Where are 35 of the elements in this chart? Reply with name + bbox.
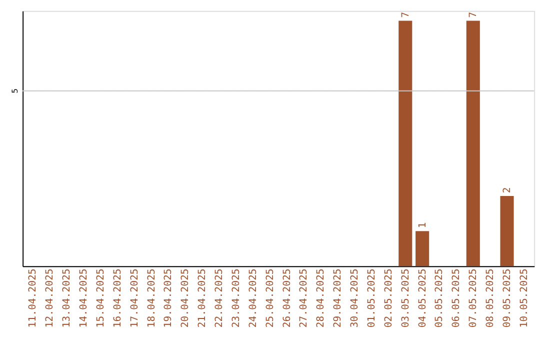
- x-tick-label: 08.05.2025: [485, 268, 496, 328]
- x-tick-label: 18.04.2025: [146, 268, 158, 328]
- x-tick-label: 06.05.2025: [451, 268, 462, 328]
- ref-line-label: 5: [10, 88, 20, 94]
- x-tick-label: 28.04.2025: [316, 268, 327, 328]
- data-label: 1: [417, 222, 428, 228]
- x-tick-label: 02.05.2025: [383, 268, 394, 328]
- x-tick-label: 29.04.2025: [332, 268, 344, 328]
- x-tick-label: 17.04.2025: [129, 268, 140, 328]
- x-tick-label: 13.04.2025: [62, 268, 73, 328]
- x-tick-label: 27.04.2025: [298, 268, 310, 328]
- x-tick-label: 26.04.2025: [282, 268, 293, 328]
- x-tick-label: 09.05.2025: [502, 268, 513, 328]
- x-tick-label: 19.04.2025: [163, 268, 174, 328]
- x-tick-label: 23.04.2025: [230, 268, 242, 328]
- x-tick-label: 16.04.2025: [112, 268, 124, 328]
- data-label: 2: [502, 187, 513, 194]
- x-tick-label: 21.04.2025: [197, 268, 208, 328]
- x-tick-label: 04.05.2025: [417, 268, 428, 328]
- x-tick-label: 25.04.2025: [264, 268, 276, 328]
- x-tick-label: 15.04.2025: [95, 268, 106, 328]
- x-tick-label: 05.05.2025: [434, 268, 446, 328]
- x-tick-label: 12.04.2025: [44, 268, 56, 328]
- x-tick-label: 10.05.2025: [518, 268, 530, 328]
- x-tick-label: 01.05.2025: [366, 268, 378, 328]
- x-tick-label: 14.04.2025: [78, 268, 90, 328]
- x-tick-label: 11.04.2025: [28, 268, 39, 328]
- x-tick-label: 20.04.2025: [180, 268, 192, 328]
- x-tick-label: 30.04.2025: [350, 268, 361, 328]
- data-label: 7: [400, 12, 412, 18]
- x-tick-label: 07.05.2025: [468, 268, 480, 328]
- data-label: 7: [468, 12, 480, 18]
- x-tick-label: 22.04.2025: [214, 268, 226, 328]
- x-tick-label: 03.05.2025: [400, 268, 412, 328]
- x-tick-label: 24.04.2025: [248, 268, 259, 328]
